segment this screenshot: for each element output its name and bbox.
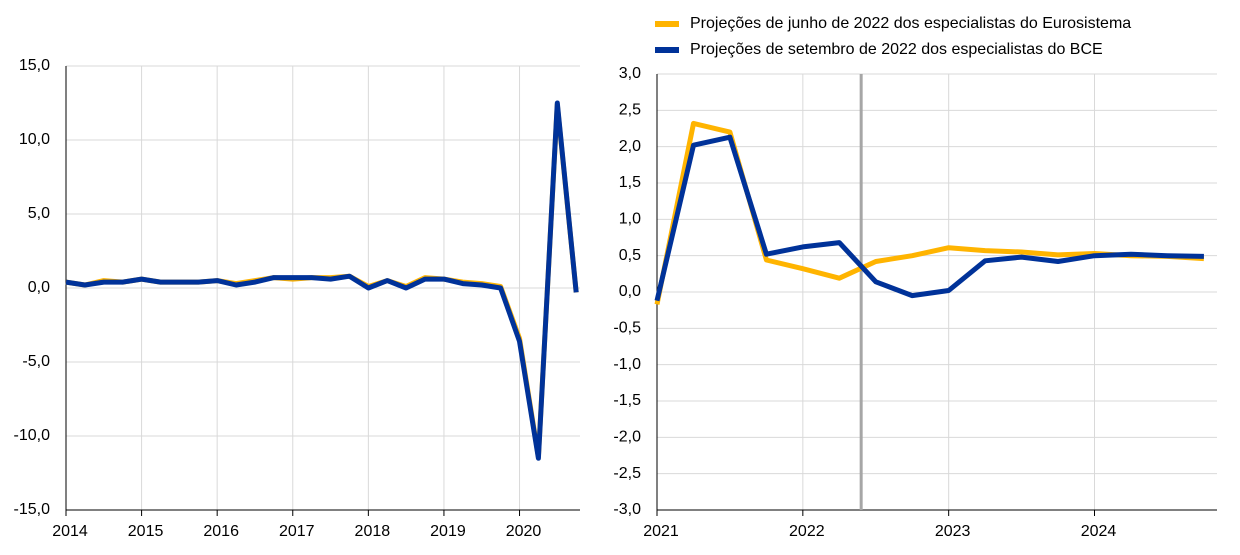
y-tick-label: 0,0 — [28, 279, 50, 296]
y-tick-label: 0,0 — [619, 283, 641, 300]
series-line — [654, 120, 1205, 305]
x-tick-label: 2018 — [355, 523, 391, 540]
y-tick-label: -10,0 — [14, 427, 51, 444]
series-line — [65, 100, 579, 461]
series-line — [654, 134, 1204, 302]
legend-label: Projeções de junho de 2022 dos especiali… — [690, 15, 1131, 32]
y-tick-label: 2,0 — [619, 138, 641, 155]
y-tick-label: 3,0 — [619, 65, 641, 82]
y-tick-label: 0,5 — [619, 247, 641, 264]
x-tick-label: 2021 — [643, 523, 679, 540]
y-tick-label: 15,0 — [19, 57, 50, 74]
x-tick-label: 2016 — [203, 523, 239, 540]
x-tick-label: 2019 — [430, 523, 466, 540]
y-tick-label: 1,5 — [619, 174, 641, 191]
y-tick-label: -3,0 — [613, 501, 641, 518]
y-tick-label: 10,0 — [19, 131, 50, 148]
y-tick-label: 5,0 — [28, 205, 50, 222]
x-tick-label: 2022 — [789, 523, 825, 540]
x-tick-label: 2017 — [279, 523, 315, 540]
y-tick-label: -1,0 — [613, 356, 641, 373]
x-tick-label: 2023 — [935, 523, 971, 540]
y-tick-label: -0,5 — [613, 320, 641, 337]
y-tick-label: -2,5 — [613, 465, 641, 482]
y-tick-label: -15,0 — [14, 501, 51, 518]
y-tick-label: -1,5 — [613, 392, 641, 409]
y-tick-label: 2,5 — [619, 102, 641, 119]
y-tick-label: -2,0 — [613, 429, 641, 446]
x-tick-label: 2020 — [506, 523, 542, 540]
y-tick-label: 1,0 — [619, 211, 641, 228]
y-tick-label: -5,0 — [22, 353, 50, 370]
x-tick-label: 2015 — [128, 523, 164, 540]
x-tick-label: 2014 — [52, 523, 88, 540]
x-tick-label: 2024 — [1081, 523, 1117, 540]
legend-label: Projeções de setembro de 2022 dos especi… — [690, 41, 1103, 58]
